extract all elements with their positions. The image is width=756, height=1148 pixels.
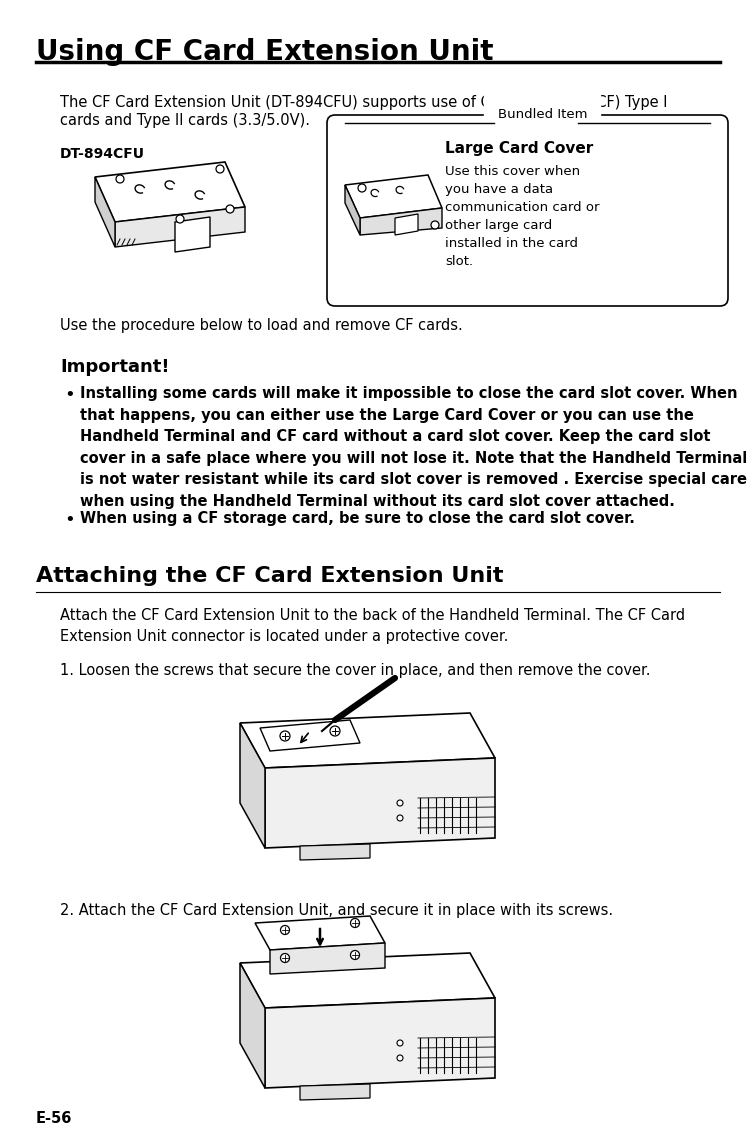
Polygon shape — [95, 177, 115, 247]
FancyBboxPatch shape — [327, 115, 728, 307]
Circle shape — [280, 731, 290, 740]
Circle shape — [351, 918, 360, 928]
Polygon shape — [260, 720, 360, 751]
Circle shape — [176, 215, 184, 223]
Polygon shape — [240, 713, 495, 768]
Text: •: • — [64, 511, 75, 529]
Polygon shape — [265, 998, 495, 1088]
Circle shape — [216, 165, 224, 173]
Circle shape — [358, 184, 366, 192]
Text: 2. Attach the CF Card Extension Unit, and secure it in place with its screws.: 2. Attach the CF Card Extension Unit, an… — [60, 903, 613, 918]
Circle shape — [351, 951, 360, 960]
Circle shape — [397, 800, 403, 806]
Text: Installing some cards will make it impossible to close the card slot cover. When: Installing some cards will make it impos… — [80, 386, 747, 509]
Circle shape — [330, 726, 340, 736]
Text: Using CF Card Extension Unit: Using CF Card Extension Unit — [36, 38, 494, 65]
Text: cards and Type II cards (3.3/5.0V).: cards and Type II cards (3.3/5.0V). — [60, 113, 310, 127]
Polygon shape — [265, 758, 495, 848]
Polygon shape — [95, 162, 245, 222]
Text: When using a CF storage card, be sure to close the card slot cover.: When using a CF storage card, be sure to… — [80, 511, 635, 526]
Polygon shape — [345, 174, 442, 218]
Polygon shape — [395, 214, 418, 235]
Text: Attaching the CF Card Extension Unit: Attaching the CF Card Extension Unit — [36, 566, 503, 585]
Polygon shape — [255, 916, 385, 951]
Text: 1. Loosen the screws that secure the cover in place, and then remove the cover.: 1. Loosen the screws that secure the cov… — [60, 664, 650, 678]
Polygon shape — [240, 723, 265, 848]
Circle shape — [280, 925, 290, 934]
Text: Bundled Item: Bundled Item — [497, 108, 587, 121]
Text: Attach the CF Card Extension Unit to the back of the Handheld Terminal. The CF C: Attach the CF Card Extension Unit to the… — [60, 608, 685, 644]
Polygon shape — [175, 217, 210, 253]
Text: Large Card Cover: Large Card Cover — [445, 141, 593, 156]
Text: •: • — [64, 386, 75, 404]
Polygon shape — [300, 844, 370, 860]
Polygon shape — [345, 185, 360, 235]
Text: Use the procedure below to load and remove CF cards.: Use the procedure below to load and remo… — [60, 318, 463, 333]
Polygon shape — [360, 208, 442, 235]
Polygon shape — [270, 943, 385, 974]
Polygon shape — [300, 1084, 370, 1100]
Circle shape — [397, 815, 403, 821]
Text: Important!: Important! — [60, 358, 169, 377]
Circle shape — [226, 205, 234, 214]
Text: E-56: E-56 — [36, 1111, 73, 1126]
Polygon shape — [240, 953, 495, 1008]
Circle shape — [116, 174, 124, 183]
Polygon shape — [240, 963, 265, 1088]
Circle shape — [397, 1055, 403, 1061]
Circle shape — [431, 222, 439, 228]
Polygon shape — [115, 207, 245, 247]
Circle shape — [397, 1040, 403, 1046]
Text: The CF Card Extension Unit (DT-894CFU) supports use of Compact flash (CF) Type I: The CF Card Extension Unit (DT-894CFU) s… — [60, 95, 668, 110]
Circle shape — [280, 954, 290, 962]
Text: DT-894CFU: DT-894CFU — [60, 147, 145, 161]
Text: Use this cover when
you have a data
communication card or
other large card
insta: Use this cover when you have a data comm… — [445, 165, 600, 267]
